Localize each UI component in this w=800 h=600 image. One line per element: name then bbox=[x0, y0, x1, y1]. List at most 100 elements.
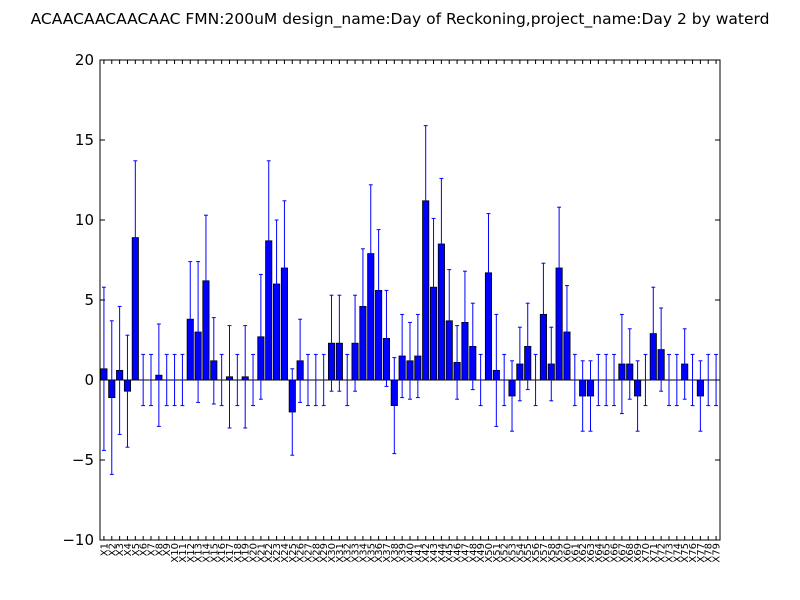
y-axis: −10 −5 0 5 10 15 20 bbox=[62, 51, 720, 549]
x-tick-label-x9: X9 bbox=[162, 543, 173, 556]
y-tick-label: −5 bbox=[72, 451, 94, 469]
x-tick-label-x37: X37 bbox=[382, 543, 393, 563]
x-tick-label-x72: X72 bbox=[657, 543, 668, 563]
x-tick-label-x32: X32 bbox=[343, 543, 354, 563]
x-tick-label-x10: X10 bbox=[170, 543, 181, 563]
error-bar-x67 bbox=[619, 313, 624, 415]
x-tick-label-x18: X18 bbox=[233, 543, 244, 563]
error-bar-x65 bbox=[604, 353, 609, 407]
error-bar-x24 bbox=[282, 200, 287, 336]
x-tick-label-x50: X50 bbox=[484, 543, 495, 563]
error-bar-x14 bbox=[203, 214, 208, 347]
x-tick-label-x2: X2 bbox=[107, 543, 118, 556]
chart-title: ACAACAACAACAAC FMN:200uM design_name:Day… bbox=[31, 10, 770, 29]
x-tick-label-x26: X26 bbox=[296, 543, 307, 563]
x-tick-label-x51: X51 bbox=[492, 543, 503, 563]
error-bar-x3 bbox=[117, 305, 122, 435]
x-tick-label-x12: X12 bbox=[186, 543, 197, 563]
error-bar-x34 bbox=[360, 248, 365, 365]
error-bar-x37 bbox=[384, 289, 389, 387]
error-bar-x11 bbox=[180, 353, 185, 407]
error-bar-x49 bbox=[478, 353, 483, 407]
x-tick-label-x14: X14 bbox=[201, 543, 212, 563]
error-bar-x18 bbox=[235, 353, 240, 407]
x-tick-label-x35: X35 bbox=[366, 543, 377, 563]
x-tick-label-x65: X65 bbox=[602, 543, 613, 563]
error-bar-x16 bbox=[219, 353, 224, 407]
x-tick-label-x30: X30 bbox=[327, 543, 338, 563]
x-tick-label-x79: X79 bbox=[712, 543, 723, 563]
y-tick-label: 15 bbox=[75, 131, 94, 149]
x-tick-label-x6: X6 bbox=[139, 543, 150, 556]
error-bar-x63 bbox=[588, 360, 593, 432]
x-tick-label-x3: X3 bbox=[115, 543, 126, 556]
x-tick-label-x61: X61 bbox=[570, 543, 581, 563]
x-tick-label-x29: X29 bbox=[319, 543, 330, 563]
error-bar-x40 bbox=[408, 321, 412, 400]
x-tick-label-x42: X42 bbox=[421, 543, 432, 563]
error-bar-x4 bbox=[125, 334, 130, 448]
error-bar-x48 bbox=[470, 302, 475, 391]
x-tick-label-x16: X16 bbox=[217, 543, 228, 563]
x-tick-label-x44: X44 bbox=[437, 543, 448, 563]
error-bar-x50 bbox=[486, 213, 491, 333]
x-tick-label-x52: X52 bbox=[500, 543, 511, 563]
x-tick-label-x64: X64 bbox=[594, 543, 605, 563]
error-bar-x70 bbox=[643, 353, 648, 407]
x-tick-label-x46: X46 bbox=[453, 543, 464, 563]
error-bar-x44 bbox=[439, 177, 444, 311]
y-tick-label: −10 bbox=[62, 531, 94, 549]
x-tick-label-x74: X74 bbox=[672, 543, 683, 563]
error-bar-x45 bbox=[447, 269, 452, 373]
x-tick-label-x41: X41 bbox=[413, 543, 424, 563]
x-tick-label-x25: X25 bbox=[288, 543, 299, 563]
error-bar-x2 bbox=[109, 320, 114, 475]
x-tick-label-x75: X75 bbox=[680, 543, 691, 563]
error-bar-x76 bbox=[690, 353, 695, 407]
error-bar-x10 bbox=[172, 353, 177, 407]
x-tick-label-x31: X31 bbox=[335, 543, 346, 563]
x-tick-label-x15: X15 bbox=[209, 543, 220, 563]
error-bar-x15 bbox=[211, 317, 216, 405]
y-tick-label: 5 bbox=[84, 291, 94, 309]
x-tick-label-x4: X4 bbox=[123, 543, 134, 556]
error-bar-x74 bbox=[674, 353, 679, 407]
y-tick-label: 20 bbox=[75, 51, 94, 69]
x-tick-label-x1: X1 bbox=[99, 543, 110, 556]
error-bar-x6 bbox=[141, 353, 146, 407]
error-bar-x66 bbox=[612, 353, 617, 407]
error-bar-x17 bbox=[227, 325, 232, 429]
error-bar-x31 bbox=[337, 294, 342, 392]
x-tick-label-x73: X73 bbox=[664, 543, 675, 563]
x-tick-label-x33: X33 bbox=[351, 543, 362, 563]
error-bar-x26 bbox=[298, 318, 303, 403]
error-bar-x75 bbox=[682, 328, 687, 400]
x-tick-label-x69: X69 bbox=[633, 543, 644, 563]
x-tick-label-x43: X43 bbox=[429, 543, 440, 563]
error-bar-x42 bbox=[423, 125, 428, 277]
error-bar-x68 bbox=[627, 328, 632, 400]
x-tick-label-x63: X63 bbox=[586, 543, 597, 563]
error-bar-x25 bbox=[290, 368, 295, 456]
x-tick-label-x19: X19 bbox=[241, 543, 252, 563]
error-bar-x59 bbox=[557, 206, 562, 330]
x-tick-label-x21: X21 bbox=[256, 543, 267, 563]
x-tick-label-x28: X28 bbox=[311, 543, 322, 563]
error-bar-x60 bbox=[565, 285, 569, 379]
x-tick-label-x53: X53 bbox=[508, 543, 519, 563]
error-bar-x22 bbox=[266, 160, 271, 322]
error-bar-x32 bbox=[345, 353, 350, 407]
error-bar-x7 bbox=[149, 353, 153, 407]
x-tick-label-x54: X54 bbox=[515, 543, 526, 563]
x-tick-label-x8: X8 bbox=[154, 543, 165, 556]
x-tick-label-x77: X77 bbox=[696, 543, 707, 563]
x-tick-label-x59: X59 bbox=[555, 543, 566, 563]
x-tick-label-x48: X48 bbox=[468, 543, 479, 563]
error-bar-x64 bbox=[596, 353, 601, 407]
x-tick-label-x38: X38 bbox=[390, 543, 401, 563]
x-tick-label-x57: X57 bbox=[539, 543, 550, 563]
error-bar-x72 bbox=[659, 307, 664, 392]
error-bar-x55 bbox=[525, 302, 530, 391]
x-tick-label-x39: X39 bbox=[398, 543, 409, 563]
